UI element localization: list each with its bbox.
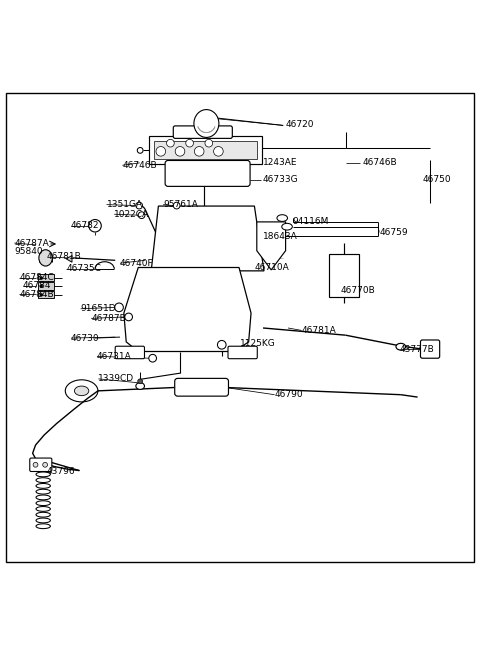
- Text: 46730: 46730: [71, 333, 100, 343]
- Text: 46731A: 46731A: [97, 352, 132, 361]
- Text: 1351GA: 1351GA: [107, 200, 143, 209]
- Ellipse shape: [136, 383, 144, 390]
- FancyBboxPatch shape: [329, 254, 359, 297]
- FancyBboxPatch shape: [38, 291, 54, 298]
- Text: 46790: 46790: [275, 390, 303, 399]
- Text: 43777B: 43777B: [399, 345, 434, 354]
- Text: 1339CD: 1339CD: [98, 375, 134, 383]
- Text: 46781B: 46781B: [47, 252, 82, 261]
- Text: 1022CA: 1022CA: [114, 210, 149, 219]
- Text: 46781A: 46781A: [301, 326, 336, 335]
- FancyBboxPatch shape: [420, 340, 440, 358]
- Circle shape: [33, 462, 38, 467]
- Text: 1125KG: 1125KG: [240, 339, 276, 348]
- Text: 46750: 46750: [422, 175, 451, 184]
- Circle shape: [137, 147, 143, 153]
- Text: 46782: 46782: [71, 221, 99, 231]
- Circle shape: [173, 202, 180, 209]
- Circle shape: [125, 313, 132, 321]
- Text: 46784B: 46784B: [19, 290, 54, 299]
- Text: 46720: 46720: [286, 120, 314, 129]
- Text: 46759: 46759: [379, 228, 408, 237]
- Text: 46710A: 46710A: [254, 263, 289, 272]
- Text: 46746B: 46746B: [122, 160, 157, 170]
- Circle shape: [43, 462, 48, 467]
- Ellipse shape: [74, 386, 89, 396]
- FancyBboxPatch shape: [165, 160, 250, 187]
- Text: 46787B: 46787B: [91, 314, 126, 323]
- Text: 46770B: 46770B: [341, 286, 375, 295]
- Text: 46787A: 46787A: [14, 238, 49, 248]
- Text: 1243AE: 1243AE: [263, 159, 298, 168]
- Polygon shape: [66, 255, 72, 262]
- Circle shape: [138, 379, 143, 384]
- Circle shape: [149, 354, 156, 362]
- Ellipse shape: [194, 109, 219, 138]
- Circle shape: [167, 140, 174, 147]
- Bar: [154, 141, 257, 159]
- Circle shape: [186, 140, 193, 147]
- Circle shape: [89, 219, 101, 232]
- Text: 46740F: 46740F: [120, 259, 154, 268]
- Text: 43796: 43796: [47, 467, 76, 476]
- Ellipse shape: [396, 343, 406, 350]
- Text: 46733G: 46733G: [263, 175, 299, 184]
- FancyBboxPatch shape: [149, 136, 262, 164]
- Text: 91651D: 91651D: [81, 305, 116, 313]
- Circle shape: [214, 147, 223, 156]
- Polygon shape: [257, 222, 286, 270]
- Text: 46784C: 46784C: [19, 273, 54, 282]
- Circle shape: [138, 212, 145, 219]
- Ellipse shape: [277, 215, 288, 221]
- Text: 95840: 95840: [14, 247, 43, 256]
- Text: 46735C: 46735C: [66, 265, 101, 273]
- FancyBboxPatch shape: [38, 274, 54, 282]
- Circle shape: [40, 293, 43, 296]
- FancyBboxPatch shape: [228, 346, 257, 359]
- Text: 18643A: 18643A: [263, 232, 298, 241]
- Polygon shape: [124, 267, 251, 352]
- Text: 46746B: 46746B: [362, 159, 397, 168]
- FancyBboxPatch shape: [30, 458, 52, 472]
- Ellipse shape: [65, 380, 98, 402]
- FancyBboxPatch shape: [115, 346, 144, 359]
- Circle shape: [40, 285, 43, 288]
- Circle shape: [175, 147, 185, 156]
- Circle shape: [156, 147, 166, 156]
- FancyBboxPatch shape: [173, 126, 232, 138]
- Circle shape: [217, 341, 226, 349]
- FancyBboxPatch shape: [38, 282, 54, 290]
- FancyBboxPatch shape: [175, 379, 228, 396]
- Text: 94116M: 94116M: [293, 217, 329, 227]
- Circle shape: [40, 276, 43, 280]
- Circle shape: [205, 140, 213, 147]
- Circle shape: [115, 303, 123, 312]
- Ellipse shape: [39, 250, 52, 266]
- Text: 46784: 46784: [23, 281, 51, 290]
- Circle shape: [194, 147, 204, 156]
- Circle shape: [136, 202, 143, 209]
- Ellipse shape: [282, 223, 292, 230]
- Text: 95761A: 95761A: [163, 200, 198, 209]
- Polygon shape: [151, 206, 264, 271]
